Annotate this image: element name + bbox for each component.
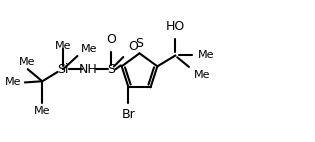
Text: Me: Me [55,41,71,51]
Text: Me: Me [193,70,210,81]
Text: Br: Br [122,108,135,121]
Text: Me: Me [5,77,21,87]
Text: O: O [106,33,116,46]
Text: S: S [135,37,144,50]
Text: Si: Si [57,63,69,76]
Text: HO: HO [166,20,185,33]
Text: Me: Me [198,50,214,60]
Text: O: O [129,40,139,53]
Text: Me: Me [81,44,97,54]
Text: Me: Me [19,57,35,67]
Text: NH: NH [79,63,98,76]
Text: S: S [107,63,115,76]
Text: Me: Me [34,106,50,116]
